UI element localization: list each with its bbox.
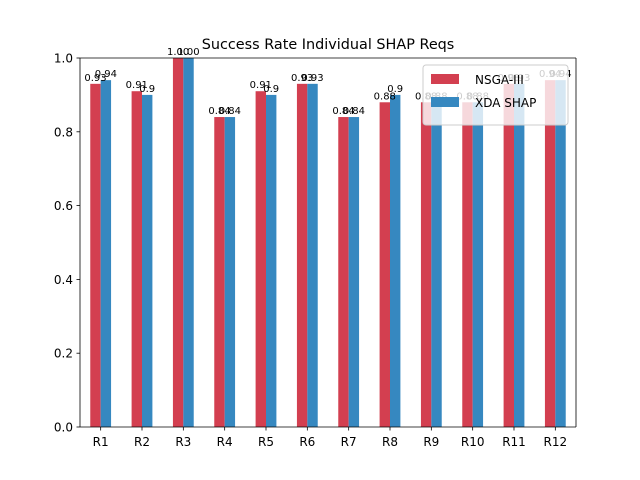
nsga-bar-r5 (255, 91, 266, 428)
nsga-value-label-r7: 0.84 (332, 106, 354, 117)
y-tick-label: 0.8 (54, 125, 73, 139)
nsga-bar-r3 (172, 58, 184, 427)
x-tick-label: R3 (175, 435, 191, 449)
nsga-value-label-r8: 0.88 (374, 91, 396, 102)
nsga-bar-r10 (462, 102, 473, 427)
xda-value-label-r6: 0.93 (301, 73, 323, 84)
legend-swatch (431, 97, 459, 107)
x-tick-label: R5 (258, 435, 274, 449)
nsga-bar-r2 (131, 91, 142, 428)
xda-value-label-r4: 0.84 (219, 106, 241, 117)
xda-bar-r3 (183, 58, 194, 427)
x-tick-label: R2 (134, 435, 150, 449)
y-tick-label: 0.2 (54, 347, 73, 361)
nsga-value-label-r2: 0.91 (126, 80, 148, 91)
xda-bar-r2 (142, 94, 153, 428)
nsga-bar-r1 (90, 83, 101, 427)
axes-group: 0.0 0.2 0.4 0.6 0.8 1.0 R1 R2 R3 R4 R5 R6 R7 R8 R9 R10 R… (54, 52, 577, 449)
xda-value-label-r1: 0.94 (95, 69, 117, 80)
nsga-bar-r4 (214, 117, 225, 427)
xda-bar-r11 (514, 83, 525, 427)
nsga-value-label-r4: 0.84 (208, 106, 230, 117)
x-tick-label: R12 (544, 435, 568, 449)
x-tick-label: R8 (382, 435, 398, 449)
xda-value-label-r8: 0.9 (387, 84, 403, 95)
xda-bar-r1 (100, 80, 112, 427)
y-tick-label: 0.6 (54, 199, 73, 213)
x-tick-label: R6 (299, 435, 315, 449)
xda-bar-r7 (348, 117, 360, 427)
xda-bar-r4 (224, 117, 236, 427)
xda-value-label-r3: 1.00 (177, 47, 199, 58)
xda-bar-r5 (266, 94, 277, 428)
nsga-value-label-r6: 0.93 (291, 73, 313, 84)
xda-bar-r8 (390, 94, 401, 428)
xda-value-label-r2: 0.9 (139, 84, 155, 95)
y-tick-label: 0.0 (54, 421, 73, 435)
y-tick-label: 0.4 (54, 273, 73, 287)
nsga-value-label-r5: 0.91 (250, 80, 272, 91)
x-tick-label: R7 (341, 435, 357, 449)
x-tick-label: R9 (423, 435, 439, 449)
nsga-value-label-r3: 1.00 (167, 47, 189, 58)
legend-box (422, 64, 569, 126)
legend: NSGA-III XDA SHAP (422, 64, 569, 126)
nsga-bar-r9 (420, 102, 432, 427)
xda-bar-r6 (307, 83, 318, 427)
xda-value-label-r5: 0.9 (263, 84, 279, 95)
nsga-bar-r7 (338, 117, 349, 427)
xda-bar-r12 (555, 80, 566, 427)
xda-bar-r10 (472, 102, 484, 427)
x-tick-label: R4 (217, 435, 233, 449)
bars-group (90, 58, 566, 428)
x-tick-label: R10 (461, 435, 485, 449)
legend-label: NSGA-III (475, 73, 524, 87)
nsga-bar-r12 (544, 80, 556, 427)
nsga-bar-r11 (503, 83, 514, 427)
nsga-bar-r8 (379, 102, 390, 427)
y-tick-label: 1.0 (54, 52, 73, 66)
chart-title: Success Rate Individual SHAP Reqs (202, 37, 455, 53)
nsga-bar-r6 (296, 83, 308, 427)
x-tick-label: R11 (502, 435, 526, 449)
xda-value-label-r7: 0.84 (343, 106, 365, 117)
nsga-value-label-r1: 0.93 (84, 73, 106, 84)
xda-bar-r9 (431, 102, 442, 427)
x-tick-label: R1 (93, 435, 109, 449)
legend-swatch (431, 74, 459, 84)
legend-label: XDA SHAP (475, 96, 536, 110)
